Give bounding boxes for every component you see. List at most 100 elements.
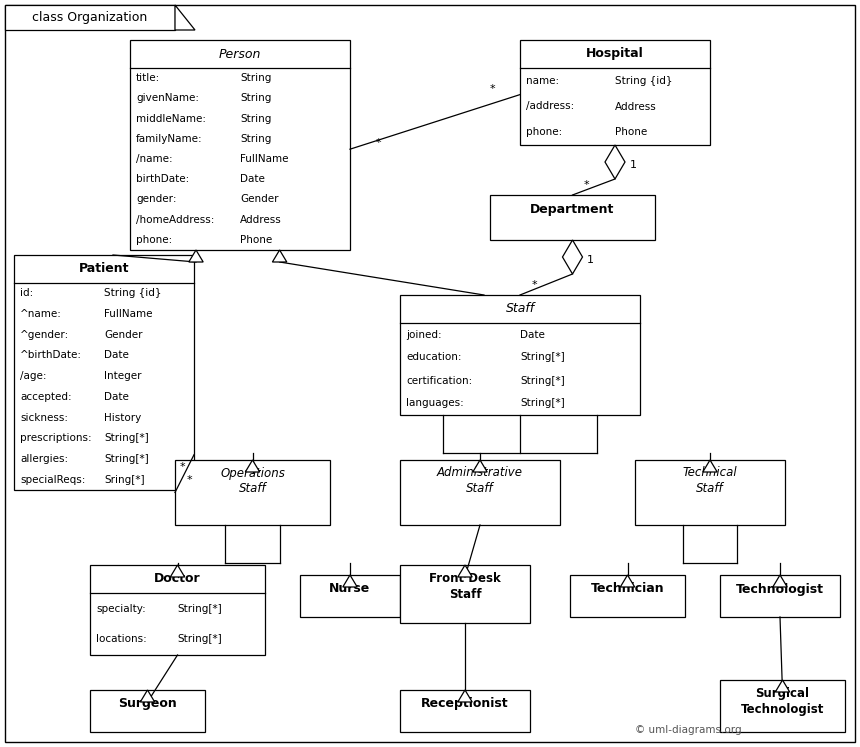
Text: certification:: certification: bbox=[406, 376, 472, 385]
Bar bbox=[400, 690, 530, 732]
Polygon shape bbox=[703, 460, 717, 472]
Text: phone:: phone: bbox=[136, 235, 172, 245]
Text: Sring[*]: Sring[*] bbox=[104, 474, 144, 485]
Text: gender:: gender: bbox=[136, 194, 176, 205]
Bar bbox=[175, 460, 330, 525]
Text: String[*]: String[*] bbox=[104, 433, 149, 443]
Polygon shape bbox=[189, 250, 203, 262]
Polygon shape bbox=[473, 460, 488, 472]
Text: /age:: /age: bbox=[20, 371, 46, 381]
Polygon shape bbox=[175, 5, 195, 30]
Text: familyName:: familyName: bbox=[136, 134, 203, 143]
Polygon shape bbox=[245, 460, 260, 472]
Text: Administrative
Staff: Administrative Staff bbox=[437, 466, 523, 495]
Text: String[*]: String[*] bbox=[177, 634, 222, 645]
Bar bbox=[635, 460, 785, 525]
Polygon shape bbox=[562, 240, 582, 274]
Polygon shape bbox=[773, 575, 787, 587]
Text: String: String bbox=[240, 114, 272, 123]
Text: class Organization: class Organization bbox=[33, 11, 148, 25]
Text: locations:: locations: bbox=[96, 634, 147, 645]
Text: Surgeon: Surgeon bbox=[118, 698, 177, 710]
Text: accepted:: accepted: bbox=[20, 392, 71, 402]
Text: Technical
Staff: Technical Staff bbox=[683, 466, 737, 495]
Polygon shape bbox=[605, 145, 625, 179]
Text: Address: Address bbox=[240, 214, 282, 225]
Text: languages:: languages: bbox=[406, 398, 464, 409]
Text: prescriptions:: prescriptions: bbox=[20, 433, 92, 443]
Bar bbox=[130, 40, 350, 250]
Text: *: * bbox=[584, 180, 589, 190]
Text: Phone: Phone bbox=[240, 235, 273, 245]
Bar bbox=[300, 575, 400, 617]
Text: Date: Date bbox=[240, 174, 265, 185]
Bar bbox=[400, 295, 640, 415]
Text: String: String bbox=[240, 93, 272, 103]
Text: education:: education: bbox=[406, 353, 462, 362]
Bar bbox=[490, 195, 655, 240]
Text: String: String bbox=[240, 73, 272, 83]
Text: Hospital: Hospital bbox=[587, 48, 644, 61]
Text: Receptionist: Receptionist bbox=[421, 698, 509, 710]
Text: String[*]: String[*] bbox=[520, 376, 565, 385]
Text: *: * bbox=[531, 280, 537, 290]
Polygon shape bbox=[140, 690, 155, 702]
Text: givenName:: givenName: bbox=[136, 93, 199, 103]
Text: /address:: /address: bbox=[526, 102, 574, 111]
Text: Person: Person bbox=[218, 48, 261, 61]
Bar bbox=[570, 575, 685, 617]
Text: /homeAddress:: /homeAddress: bbox=[136, 214, 214, 225]
Polygon shape bbox=[458, 565, 472, 577]
Bar bbox=[520, 40, 710, 145]
Text: /name:: /name: bbox=[136, 154, 173, 164]
Text: Department: Department bbox=[531, 202, 615, 215]
Text: String[*]: String[*] bbox=[520, 398, 565, 409]
Text: middleName:: middleName: bbox=[136, 114, 206, 123]
Text: Operations
Staff: Operations Staff bbox=[220, 466, 285, 495]
Text: String {id}: String {id} bbox=[615, 76, 673, 86]
Text: Nurse: Nurse bbox=[329, 583, 371, 595]
Text: *: * bbox=[375, 138, 381, 148]
Text: Gender: Gender bbox=[240, 194, 279, 205]
Text: String[*]: String[*] bbox=[104, 454, 149, 464]
Polygon shape bbox=[170, 565, 185, 577]
Text: Date: Date bbox=[520, 329, 545, 339]
Text: phone:: phone: bbox=[526, 127, 562, 137]
Text: Date: Date bbox=[104, 392, 129, 402]
Text: FullName: FullName bbox=[240, 154, 288, 164]
Bar bbox=[90, 690, 205, 732]
Text: specialReqs:: specialReqs: bbox=[20, 474, 85, 485]
Text: *: * bbox=[489, 84, 494, 93]
Text: ^gender:: ^gender: bbox=[20, 329, 70, 340]
Text: *: * bbox=[179, 462, 185, 472]
Text: joined:: joined: bbox=[406, 329, 442, 339]
Text: Staff: Staff bbox=[506, 303, 535, 315]
Bar bbox=[720, 575, 840, 617]
Bar bbox=[14, 255, 194, 490]
Text: © uml-diagrams.org: © uml-diagrams.org bbox=[635, 725, 741, 735]
Text: 1: 1 bbox=[630, 160, 636, 170]
Text: Technician: Technician bbox=[591, 583, 664, 595]
Text: Patient: Patient bbox=[79, 262, 129, 276]
Text: Integer: Integer bbox=[104, 371, 142, 381]
Polygon shape bbox=[343, 575, 357, 587]
Text: Doctor: Doctor bbox=[154, 572, 201, 586]
Text: ^birthDate:: ^birthDate: bbox=[20, 350, 82, 361]
Text: Technologist: Technologist bbox=[736, 583, 824, 595]
Bar bbox=[400, 565, 530, 623]
Text: birthDate:: birthDate: bbox=[136, 174, 189, 185]
Text: String[*]: String[*] bbox=[177, 604, 222, 613]
Text: ^name:: ^name: bbox=[20, 309, 62, 319]
Text: allergies:: allergies: bbox=[20, 454, 68, 464]
Text: id:: id: bbox=[20, 288, 34, 298]
Text: Surgical
Technologist: Surgical Technologist bbox=[740, 686, 824, 716]
Polygon shape bbox=[776, 680, 789, 692]
Text: Gender: Gender bbox=[104, 329, 143, 340]
Text: sickness:: sickness: bbox=[20, 412, 68, 423]
Polygon shape bbox=[458, 690, 472, 702]
Text: *: * bbox=[186, 476, 192, 486]
Text: History: History bbox=[104, 412, 141, 423]
Polygon shape bbox=[620, 575, 635, 587]
Text: String: String bbox=[240, 134, 272, 143]
Text: title:: title: bbox=[136, 73, 160, 83]
